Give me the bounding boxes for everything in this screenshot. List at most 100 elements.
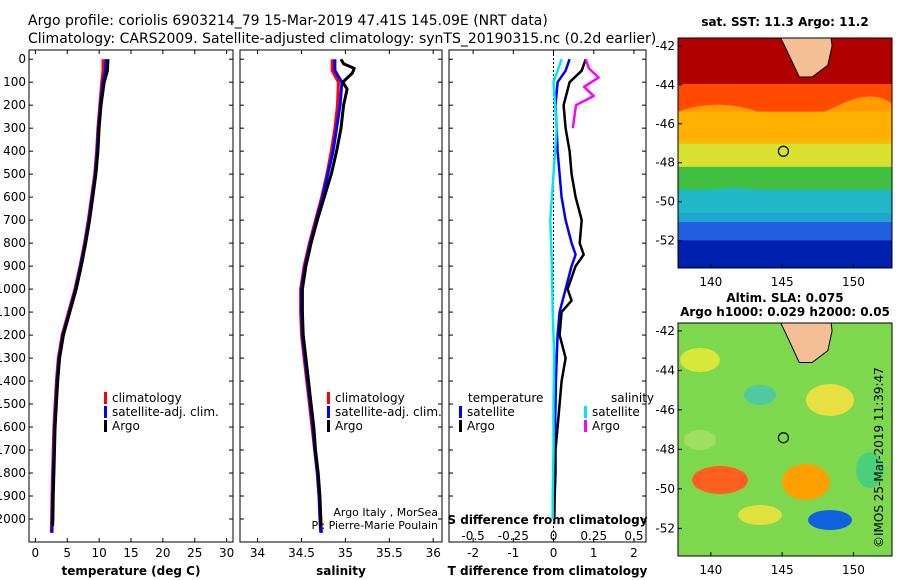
legend-swatch <box>327 420 330 432</box>
depth-tick-label: 1100 <box>0 305 26 319</box>
longitude-tick-label: 145 <box>771 275 794 289</box>
temperature-x-tick-label: 20 <box>155 546 170 560</box>
latitude-tick-label: -42 <box>655 39 675 53</box>
depth-tick-label: 1200 <box>0 328 26 342</box>
longitude-tick-label: 150 <box>842 275 865 289</box>
legend-swatch <box>104 406 107 418</box>
salinity-x-tick-label: 34 <box>250 546 265 560</box>
temperature-x-tick-label: 30 <box>219 546 234 560</box>
difference-x2-tick-label: 0.25 <box>580 529 607 543</box>
salinity-x-tick-label: 34.5 <box>288 546 315 560</box>
depth-tick-label: 1800 <box>0 466 26 480</box>
depth-tick-label: 300 <box>3 121 26 135</box>
latitude-tick-label: -52 <box>655 234 675 248</box>
difference-x2-tick-label: -0.25 <box>498 529 529 543</box>
temperature-x-tick-label: 5 <box>63 546 71 560</box>
legend-label: Argo <box>335 419 363 433</box>
difference-x-tick-label: 1 <box>590 546 598 560</box>
latitude-tick-label: -48 <box>655 156 675 170</box>
legend-label: Argo <box>467 419 495 433</box>
depth-tick-label: 1400 <box>0 374 26 388</box>
legend-swatch <box>104 420 107 432</box>
latitude-tick-label: -44 <box>655 78 675 92</box>
tasmania-landmass <box>780 323 833 363</box>
sla-map-frame <box>677 322 893 557</box>
depth-tick-label: 1000 <box>0 282 26 296</box>
tasmania-landmass <box>780 38 833 78</box>
legend-swatch <box>459 420 462 432</box>
temperature-x-tick-label: 10 <box>91 546 106 560</box>
difference-x-tick-label: 2 <box>630 546 638 560</box>
temperature-x-axis-label: temperature (deg C) <box>62 564 201 578</box>
depth-tick-label: 900 <box>3 259 26 273</box>
legend-label: Argo <box>112 419 140 433</box>
difference-panel: -2 -1 0 1 2 T difference from climatology S di… <box>447 49 654 578</box>
title-line-2: Climatology: CARS2009. Satellite-adjuste… <box>28 31 657 47</box>
legend-label: Argo <box>592 419 620 433</box>
salinity-x-tick-label: 35 <box>338 546 353 560</box>
legend-salinity-title: salinity <box>611 391 654 405</box>
sla-map-field <box>678 323 892 556</box>
depth-tick-label: 1900 <box>0 489 26 503</box>
difference-x2-tick-label: 0 <box>550 529 558 543</box>
depth-tick-label: 700 <box>3 213 26 227</box>
depth-tick-label: 500 <box>3 167 26 181</box>
salinity-x-tick-label: 35.5 <box>376 546 403 560</box>
depth-tick-label: 1300 <box>0 351 26 365</box>
legend-swatch <box>584 406 587 418</box>
depth-tick-label: 200 <box>3 98 26 112</box>
depth-tick-label: 600 <box>3 190 26 204</box>
legend-label: climatology <box>335 391 405 405</box>
difference-x-axis-label: T difference from climatology <box>448 564 648 578</box>
profile-location-marker <box>777 145 790 157</box>
legend-swatch <box>104 392 107 404</box>
difference-x2-tick-label: 0.5 <box>624 529 643 543</box>
sst-map-title: sat. SST: 11.3 Argo: 11.2 <box>701 15 868 29</box>
difference-x-axis-label-top: S difference from climatology <box>447 513 647 527</box>
title-line-1: Argo profile: coriolis 6903214_79 15-Mar… <box>28 13 548 29</box>
salinity-x-axis-label: salinity <box>316 564 366 578</box>
latitude-tick-label: -44 <box>655 363 675 377</box>
latitude-tick-label: -50 <box>655 482 675 496</box>
legend-label: satellite-adj. clim. <box>112 405 219 419</box>
latitude-tick-label: -42 <box>655 324 675 338</box>
longitude-tick-label: 145 <box>771 563 794 577</box>
difference-series-argo-salinity <box>571 58 600 129</box>
salinity-series-argo <box>300 58 356 526</box>
copyright-stamp: ©IMOS 25-Mar-2019 11:39:47 <box>872 367 886 548</box>
sla-map-title-line-2: Argo h1000: 0.029 h2000: 0.05 <box>680 305 890 319</box>
difference-x-tick-label: 0 <box>550 546 558 560</box>
depth-tick-label: 800 <box>3 236 26 250</box>
sst-map-field <box>678 38 892 268</box>
temperature-panel: 0 100 200 300 400 500 600 700 800 900 1000 1100 1200… <box>0 49 234 578</box>
temperature-x-tick-label: 25 <box>187 546 202 560</box>
legend-label: climatology <box>112 391 182 405</box>
longitude-tick-label: 150 <box>842 563 865 577</box>
latitude-tick-label: -50 <box>655 195 675 209</box>
depth-tick-label: 2000 <box>0 512 26 526</box>
legend-swatch <box>327 406 330 418</box>
depth-tick-label: 1600 <box>0 420 26 434</box>
legend-swatch <box>584 420 587 432</box>
sla-map: 140 145 150 -42 -44 -46 -48 -50 -52 Altim. SLA: 0… <box>655 291 893 577</box>
legend-label: satellite-adj. clim. <box>335 405 442 419</box>
sst-map: 140 145 150 -42 -44 -46 -48 -50 -52 sat. SST: 11.… <box>655 15 893 289</box>
temperature-x-tick-label: 0 <box>32 546 40 560</box>
latitude-tick-label: -46 <box>655 403 675 417</box>
difference-series-satellite-salinity <box>549 58 563 519</box>
depth-tick-label: 1500 <box>0 397 26 411</box>
legend-swatch <box>459 406 462 418</box>
depth-tick-label: 400 <box>3 144 26 158</box>
depth-tick-label: 100 <box>3 75 26 89</box>
difference-x2-tick-label: -0.5 <box>461 529 484 543</box>
legend-temperature-title: temperature <box>468 391 543 405</box>
temperature-series-argo <box>51 59 110 526</box>
longitude-tick-label: 140 <box>699 275 722 289</box>
profile-location-marker <box>777 432 790 444</box>
salinity-panel: 34 34.5 35 35.5 36 salinity climatologysatelli… <box>239 49 443 578</box>
latitude-tick-label: -48 <box>655 442 675 456</box>
legend-label: satellite <box>467 405 515 419</box>
longitude-tick-label: 140 <box>699 563 722 577</box>
sst-map-frame <box>677 37 893 269</box>
